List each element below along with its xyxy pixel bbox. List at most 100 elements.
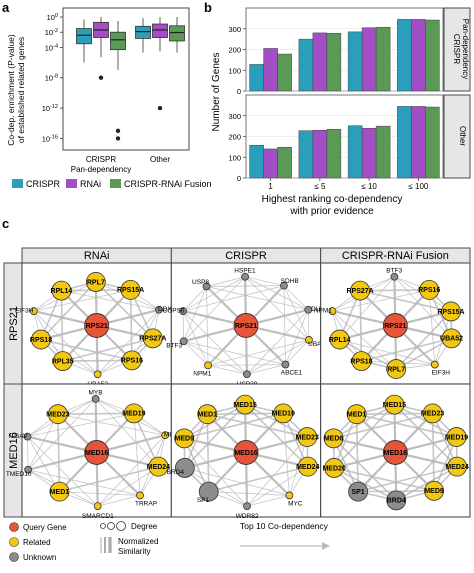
node-unknown: [91, 394, 100, 403]
node-label: MED15: [233, 402, 256, 409]
box-crispr: [135, 25, 151, 39]
node-label-query: MED16: [384, 450, 407, 457]
edge: [183, 340, 286, 365]
node-related: [48, 404, 68, 425]
node-related: [285, 491, 294, 500]
edge: [333, 467, 435, 492]
legend-dot-related: [9, 537, 19, 547]
node-related: [122, 350, 142, 371]
node-unknown: [390, 272, 399, 281]
node-label: MED23: [296, 434, 319, 441]
bar-crispr-rnai-fusion: [425, 106, 440, 179]
y-tick-label: 100: [228, 153, 241, 162]
node-label: MED9: [424, 488, 444, 495]
node-related: [323, 428, 344, 449]
node-unknown: [179, 307, 187, 315]
panel-a-ylabel-2: of established related genes: [16, 37, 26, 143]
column-header-label: RNAi: [84, 250, 110, 262]
edge: [59, 491, 141, 496]
node-related: [305, 336, 313, 344]
edge: [95, 281, 154, 339]
legend-similarity-label-2: Similarity: [118, 547, 150, 556]
node-related: [120, 280, 141, 300]
node-unknown: [155, 305, 163, 314]
node-related: [124, 403, 144, 424]
edge: [182, 286, 207, 312]
edge: [283, 285, 309, 311]
edge: [206, 414, 210, 492]
panel-a-letter: a: [2, 0, 10, 15]
node-related: [447, 456, 467, 477]
node-query: [382, 313, 408, 338]
x-tick-label: ≤ 5: [314, 182, 326, 191]
network-med16-crispr: MED15 MED19 MED23 MED24 MYC WDR82 SP1 BRD4 MED9 M…: [167, 394, 320, 520]
edge: [183, 340, 209, 366]
edge: [95, 398, 159, 467]
panel-a-plot-frame: [62, 7, 190, 151]
bar-crispr: [347, 31, 363, 92]
edge: [33, 289, 131, 312]
legend-swatch: [110, 179, 121, 188]
edge: [244, 404, 309, 468]
node-label: RPL7: [387, 366, 405, 373]
edge: [246, 364, 286, 375]
edge: [184, 412, 284, 440]
node-related: [351, 351, 372, 371]
node-related: [384, 394, 405, 415]
node-query: [233, 313, 259, 338]
edge: [206, 286, 209, 366]
series-legend: CRISPR RNAi CRISPR-RNAi Fusion: [12, 179, 212, 189]
edge: [428, 289, 436, 365]
edge: [332, 289, 430, 312]
legend-swatch: [66, 179, 77, 188]
edge: [184, 467, 290, 496]
node-label: MED23: [421, 411, 444, 418]
y-tick-label: 200: [228, 133, 241, 142]
edge: [57, 413, 166, 436]
y-tick-label: 10-16: [42, 134, 58, 143]
node-label: RPL7: [87, 279, 105, 286]
panel-a-xtick-crispr-sub: Pan-dependency: [71, 165, 132, 174]
bar-crispr: [298, 38, 314, 92]
edge: [282, 413, 290, 496]
node-related: [31, 329, 51, 350]
bar-crispr-rnai-fusion: [277, 147, 292, 179]
edge: [97, 309, 160, 375]
edge: [62, 337, 154, 362]
y-tick-label: 10-12: [42, 104, 58, 113]
node-label: MED19: [272, 411, 295, 418]
edge: [333, 404, 395, 469]
outlier-point: [157, 105, 163, 111]
node-label: MED6: [324, 436, 344, 443]
network-grid: RNAi CRISPR CRISPR-RNAi Fusion RPS21 MED16 RP…: [3, 247, 471, 520]
node-label: COPS6: [163, 307, 185, 314]
panel-a-ylabel-1: Co-dep. enrichment (P-value): [6, 34, 16, 146]
node-label: MED1: [347, 412, 367, 419]
legend-dot-query: [9, 522, 19, 532]
edge: [33, 310, 98, 375]
node-unknown: [386, 490, 407, 511]
edge: [206, 276, 246, 287]
y-tick-label: 100: [47, 13, 58, 22]
node-related: [446, 427, 467, 447]
node-label: NPM1: [193, 371, 211, 378]
node-related: [148, 456, 169, 477]
legend-label-related: Related: [23, 538, 51, 547]
y-tick-label: 300: [228, 25, 241, 34]
edge: [28, 469, 141, 496]
node-label: RPS27A: [346, 288, 373, 295]
node-unknown: [202, 282, 211, 291]
y-tick-label: 100: [228, 66, 241, 75]
edge: [40, 338, 133, 362]
edge: [182, 311, 185, 342]
edge: [246, 466, 308, 507]
network-med16-crispr-rnai-fusion: MED15 MED23 MED19 MED24 MED9 BRD4 SP1 MED20 MED6…: [322, 394, 469, 511]
node-label: MED20: [322, 465, 345, 472]
edge: [206, 286, 309, 311]
node-unknown: [243, 370, 251, 379]
node-related: [273, 403, 294, 424]
edge: [361, 337, 452, 362]
box-rnai: [152, 23, 168, 38]
edge: [283, 285, 286, 365]
edge: [246, 309, 309, 375]
